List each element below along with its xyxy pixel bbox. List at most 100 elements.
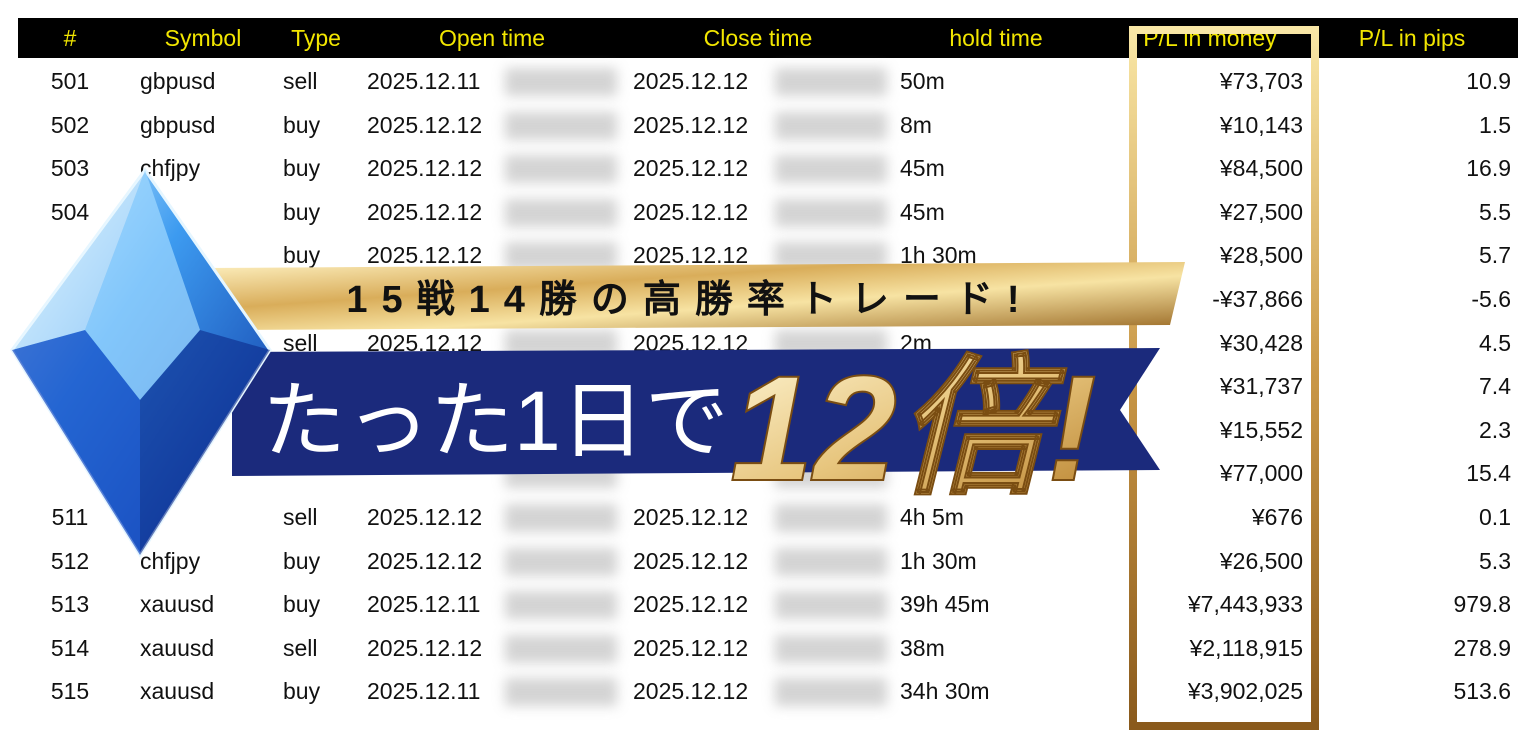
table-cell: -5.6: [1471, 286, 1511, 312]
blurred-time: [775, 504, 887, 532]
table-cell: 2025.12.12: [633, 242, 749, 269]
table-cell: 2025.12.12: [633, 111, 749, 138]
table-cell: buy: [283, 547, 321, 574]
lead-text: たった1日で: [262, 374, 729, 468]
table-cell: 2025.12.12: [633, 198, 749, 225]
navy-ribbon: [232, 348, 1160, 476]
blurred-time: [775, 678, 887, 707]
table-cell: 5.7: [1479, 242, 1511, 269]
table-cell: ¥2,118,915: [1189, 634, 1303, 661]
table-cell: buy: [283, 111, 321, 138]
table-cell: ¥77,000: [1219, 460, 1303, 487]
blurred-time: [505, 547, 617, 576]
table-cell: ¥15,552: [1219, 416, 1303, 443]
highlight-frame: [1129, 26, 1319, 730]
table-cell: xauusd: [140, 591, 215, 618]
table-cell: 2025.12.12: [367, 634, 483, 661]
table-cell: 501: [50, 68, 90, 94]
column-header: Close time: [703, 25, 813, 51]
table-cell: ¥27,500: [1219, 198, 1303, 225]
blurred-time: [505, 111, 617, 140]
table-cell: 4h 5m: [900, 504, 964, 530]
table-cell: 502: [50, 111, 90, 138]
blurred-time: [775, 198, 887, 227]
blurred-time: [505, 591, 617, 620]
highlight-text: 12倍!: [730, 344, 1097, 512]
table-cell: sell: [283, 68, 318, 94]
blurred-time: [505, 678, 617, 707]
blurred-time: [775, 634, 887, 663]
table-cell: 2025.12.11: [367, 678, 481, 705]
column-header: Open time: [438, 25, 546, 51]
column-header: Symbol: [164, 25, 242, 51]
blurred-time: [775, 68, 887, 96]
gold-ribbon: [205, 262, 1185, 330]
table-cell: ¥676: [1251, 504, 1303, 530]
table-cell: 2025.12.11: [367, 68, 481, 94]
table-cell: 10.9: [1466, 68, 1511, 94]
blurred-time: [505, 504, 617, 532]
table-cell: 514: [50, 634, 90, 661]
column-header: #: [63, 25, 77, 51]
table-cell: 515: [50, 678, 90, 705]
table-cell: buy: [283, 242, 321, 269]
table-cell: sell: [283, 634, 318, 661]
table-cell: ¥3,902,025: [1187, 678, 1303, 705]
blurred-time: [505, 198, 617, 227]
table-cell: 39h 45m: [900, 591, 990, 618]
table-cell: 2025.12.12: [633, 155, 749, 182]
table-cell: buy: [283, 198, 321, 225]
blurred-time: [775, 591, 887, 620]
table-cell: gbpusd: [140, 68, 216, 94]
table-cell: 511: [51, 504, 89, 530]
table-cell: xauusd: [140, 678, 215, 705]
blurred-time: [775, 155, 887, 184]
table-cell: ¥31,737: [1219, 373, 1303, 400]
headline: 15戦14勝の高勝率トレード!: [346, 279, 1033, 321]
table-cell: 0.1: [1479, 504, 1511, 530]
table-cell: 513: [50, 591, 90, 618]
header-bar: [18, 18, 1518, 58]
table-cell: 2025.12.12: [367, 504, 483, 530]
table-cell: ¥10,143: [1219, 111, 1303, 138]
table-cell: 2025.12.12: [633, 504, 749, 530]
table-cell: 5.3: [1479, 547, 1511, 574]
table-cell: 34h 30m: [900, 678, 990, 705]
table-cell: ¥26,500: [1219, 547, 1303, 574]
table-cell: 2025.12.12: [633, 634, 749, 661]
table-cell: 2025.12.12: [367, 242, 483, 269]
gem-icon: [10, 167, 272, 558]
table-cell: 2025.12.12: [633, 547, 749, 574]
table-cell: 278.9: [1453, 634, 1511, 661]
table-cell: buy: [283, 591, 321, 618]
table-cell: 16.9: [1466, 155, 1511, 182]
table-cell: 50m: [900, 68, 945, 94]
table-cell: buy: [283, 678, 321, 705]
table-cell: 1h 30m: [900, 547, 977, 574]
table-cell: 2025.12.12: [367, 547, 483, 574]
table-cell: 15.4: [1466, 460, 1511, 487]
table-cell: 45m: [900, 198, 945, 225]
table-cell: ¥30,428: [1219, 329, 1303, 356]
blurred-time: [505, 155, 617, 184]
column-header: hold time: [949, 25, 1043, 51]
table-cell: 2025.12.12: [367, 155, 483, 182]
column-header: P/L in pips: [1358, 25, 1466, 51]
table-cell: 5.5: [1479, 198, 1511, 225]
blurred-time: [505, 634, 617, 663]
table-cell: 504: [50, 198, 90, 225]
table-cell: 979.8: [1453, 591, 1511, 618]
table-cell: ¥7,443,933: [1187, 591, 1303, 618]
table-cell: 38m: [900, 634, 945, 661]
table-cell: sell: [283, 329, 318, 356]
table-cell: buy: [283, 155, 321, 182]
table-cell: 2025.12.11: [367, 591, 481, 618]
table-cell: 2025.12.12: [633, 591, 749, 618]
table-cell: chfjpy: [140, 547, 201, 574]
table-cell: 7.4: [1479, 373, 1511, 400]
table-cell: xauusd: [140, 634, 215, 661]
table-cell: 45m: [900, 155, 945, 182]
column-header: Type: [291, 25, 341, 51]
table-cell: 8m: [900, 111, 932, 138]
blurred-time: [775, 111, 887, 140]
